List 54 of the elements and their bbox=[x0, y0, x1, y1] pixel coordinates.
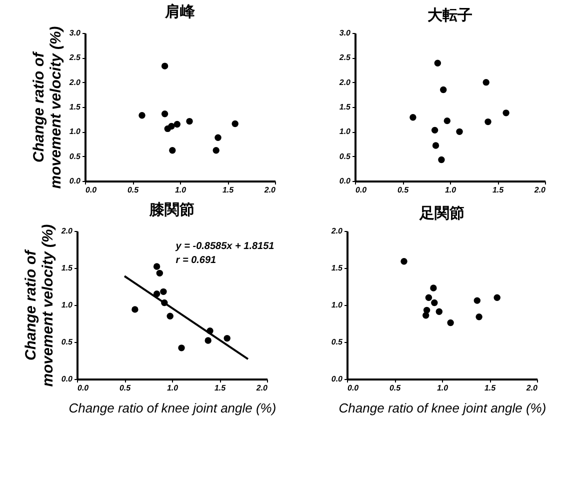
x-tick-label: 0.5 bbox=[397, 186, 410, 194]
x-tick-label: 1.5 bbox=[492, 186, 504, 194]
x-tick-label: 1.5 bbox=[214, 384, 226, 392]
x-tick-label: 0.0 bbox=[78, 384, 90, 392]
y-tick-label: 0.5 bbox=[331, 338, 344, 346]
y-tick-label: 1.0 bbox=[331, 300, 344, 310]
x-tick-label: 1.0 bbox=[444, 186, 457, 194]
x-tick-label: 1.5 bbox=[484, 384, 496, 392]
chart-title: 足関節 bbox=[418, 205, 464, 222]
chart-title: 大転子 bbox=[428, 7, 472, 24]
y-tick-label: 2.5 bbox=[338, 53, 352, 62]
y-tick-label: 1.5 bbox=[61, 264, 74, 272]
x-tick-label: 0.0 bbox=[86, 186, 98, 194]
y-tick-label: 2.0 bbox=[68, 78, 82, 87]
y-axis-title: Change ratio of movement velocity (%) bbox=[22, 224, 56, 387]
y-tick-label: 2.0 bbox=[60, 226, 74, 236]
y-tick-label: 0.0 bbox=[339, 176, 352, 186]
x-tick-label: 2.0 bbox=[263, 186, 276, 194]
x-tick-label: 2.0 bbox=[525, 384, 538, 392]
x-tick-label: 1.0 bbox=[174, 186, 187, 194]
x-tick-label: 1.5 bbox=[222, 186, 234, 194]
y-tick-label: 1.5 bbox=[339, 102, 352, 112]
y-tick-label: 1.5 bbox=[69, 102, 82, 112]
y-tick-label: 2.0 bbox=[338, 78, 352, 87]
y-tick-label: 0.0 bbox=[61, 374, 74, 384]
y-tick-label: 0.5 bbox=[69, 152, 82, 161]
x-axis-title: Change ratio of knee joint angle (%) bbox=[338, 400, 546, 416]
x-axis-title: Change ratio of knee joint angle (%) bbox=[68, 400, 276, 416]
x-tick-label: 1.0 bbox=[436, 384, 449, 392]
x-tick-label: 0.5 bbox=[127, 186, 140, 194]
x-tick-label: 0.0 bbox=[348, 384, 360, 392]
y-tick-label: 3.0 bbox=[339, 28, 352, 38]
y-tick-label: 1.5 bbox=[331, 264, 344, 272]
y-tick-label: 1.0 bbox=[69, 127, 82, 136]
y-tick-label: 1.0 bbox=[61, 300, 74, 310]
y-tick-label: 1.0 bbox=[339, 127, 352, 136]
chart-title: 膝関節 bbox=[148, 202, 194, 219]
chart-title: 肩峰 bbox=[164, 2, 196, 21]
y-axis-title: Change ratio of movement velocity (%) bbox=[30, 26, 64, 189]
x-tick-label: 2.0 bbox=[533, 186, 546, 194]
y-tick-label: 0.0 bbox=[69, 176, 82, 186]
x-tick-label: 1.0 bbox=[166, 384, 179, 392]
annotation: y = -0.8585x + 1.8151 bbox=[174, 240, 275, 252]
x-tick-label: 0.5 bbox=[389, 384, 402, 392]
annotation: r = 0.691 bbox=[176, 254, 217, 266]
y-tick-label: 3.0 bbox=[69, 28, 82, 38]
x-tick-label: 0.0 bbox=[356, 186, 368, 194]
x-tick-label: 0.5 bbox=[119, 384, 132, 392]
y-tick-label: 2.5 bbox=[68, 53, 82, 62]
x-tick-label: 2.0 bbox=[255, 384, 268, 392]
y-tick-label: 0.5 bbox=[339, 152, 352, 161]
y-tick-label: 0.5 bbox=[61, 338, 74, 346]
y-tick-label: 2.0 bbox=[330, 226, 344, 236]
y-tick-label: 0.0 bbox=[331, 374, 344, 384]
